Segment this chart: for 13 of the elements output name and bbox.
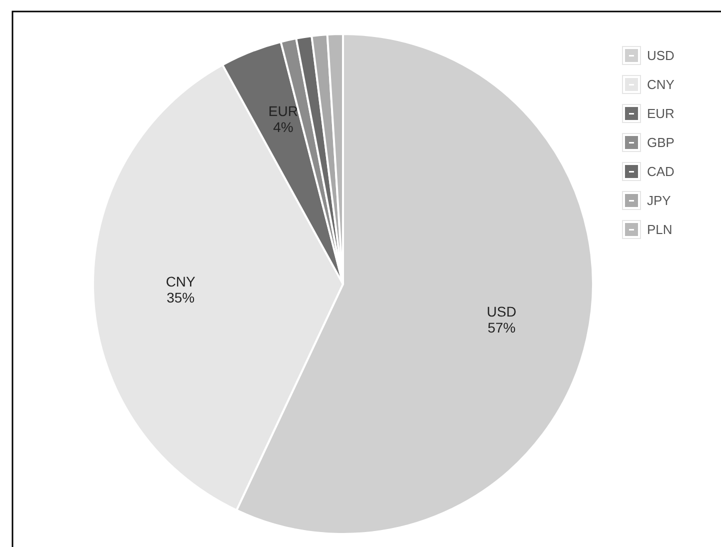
slice-label: USD xyxy=(486,304,516,320)
legend-label: GBP xyxy=(647,135,674,150)
data-label: 57% xyxy=(488,320,516,336)
legend-label: EUR xyxy=(647,106,674,121)
data-label: 4% xyxy=(273,119,294,136)
legend-label: PLN xyxy=(647,222,672,237)
slice-label: CNY xyxy=(166,273,196,290)
legend-label: JPY xyxy=(647,193,672,208)
data-label: 35% xyxy=(166,289,195,306)
slice-label: EUR xyxy=(268,103,298,120)
legend-label: CNY xyxy=(647,77,675,92)
legend-label: CAD xyxy=(647,164,674,179)
legend-label: USD xyxy=(647,48,674,63)
